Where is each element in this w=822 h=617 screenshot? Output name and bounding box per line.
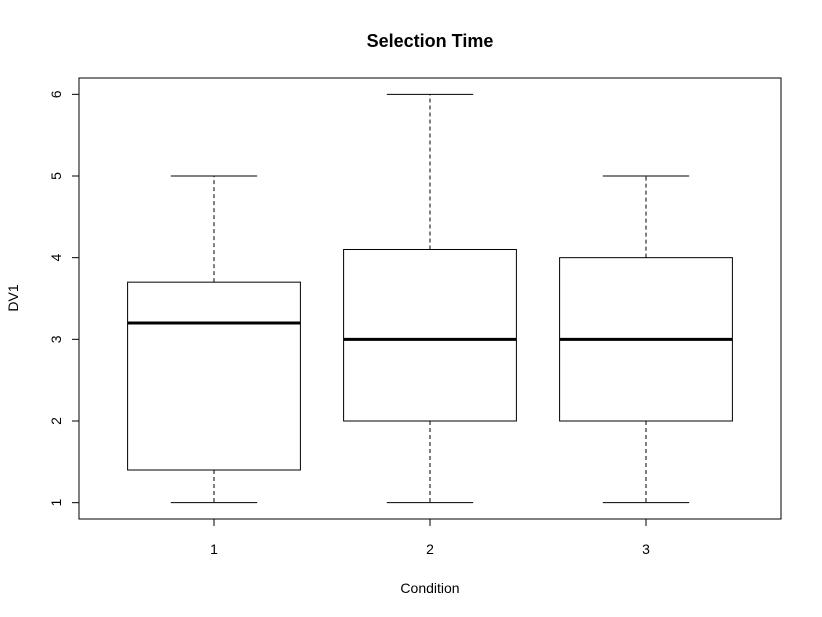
y-tick-label: 2 xyxy=(48,417,64,425)
x-axis: 1 2 3 xyxy=(210,518,650,557)
box-group xyxy=(559,175,733,504)
box-group xyxy=(343,93,517,504)
y-tick-label: 3 xyxy=(48,335,64,343)
box-group xyxy=(127,175,301,504)
y-tick-label: 4 xyxy=(48,254,64,262)
iqr-box xyxy=(343,249,517,422)
x-tick-label: 1 xyxy=(210,541,218,557)
iqr-box xyxy=(127,281,301,471)
x-tick-label: 3 xyxy=(642,541,650,557)
y-tick-label: 6 xyxy=(48,90,64,98)
y-tick-label: 1 xyxy=(48,499,64,507)
x-axis-label: Condition xyxy=(400,580,459,596)
y-axis-label: DV1 xyxy=(5,284,21,311)
chart-title: Selection Time xyxy=(367,31,494,51)
x-tick-label: 2 xyxy=(426,541,434,557)
y-axis: 1 2 3 4 5 6 xyxy=(48,90,80,507)
boxes xyxy=(127,93,733,504)
y-tick-label: 5 xyxy=(48,172,64,180)
